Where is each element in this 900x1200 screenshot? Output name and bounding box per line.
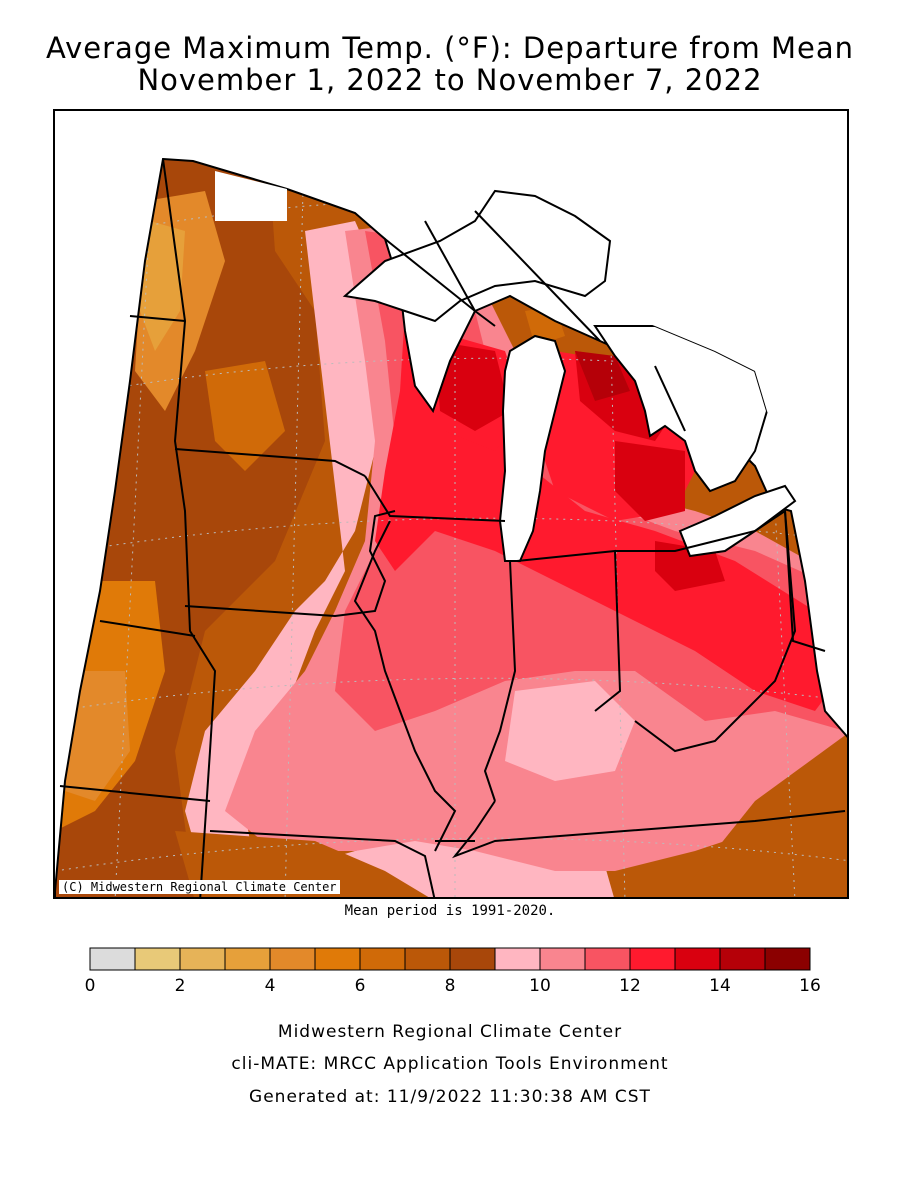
legend-tick-label: 6: [354, 976, 366, 996]
mean-period-note: Mean period is 1991-2020.: [344, 903, 556, 919]
legend-tick-label: 2: [174, 976, 186, 996]
legend-tick-label: 4: [264, 976, 276, 996]
state-boundaries: [59, 158, 846, 897]
legend-tick-label: 16: [799, 976, 821, 996]
lake-superior: [342, 189, 612, 323]
legend-swatch: [449, 947, 496, 971]
legend-swatch: [179, 947, 226, 971]
legend-tick-label: 14: [709, 976, 731, 996]
legend-tick-label: 12: [619, 976, 641, 996]
footer-tool: cli-MATE: MRCC Application Tools Environ…: [231, 1054, 669, 1074]
color-legend: [89, 947, 811, 971]
lake-erie: [678, 484, 797, 558]
legend-swatch: [314, 947, 361, 971]
map-title-line2: November 1, 2022 to November 7, 2022: [137, 63, 763, 97]
legend-swatch: [764, 947, 811, 971]
legend-swatch: [359, 947, 406, 971]
legend-swatch: [134, 947, 181, 971]
map-credit: (C) Midwestern Regional Climate Center: [59, 880, 340, 894]
footer-org: Midwestern Regional Climate Center: [277, 1022, 623, 1042]
legend-swatch: [539, 947, 586, 971]
legend-swatch: [89, 947, 136, 971]
footer-generated: Generated at: 11/9/2022 11:30:38 AM CST: [249, 1087, 651, 1107]
map-title-line1: Average Maximum Temp. (°F): Departure fr…: [45, 31, 855, 65]
legend-tick-label: 10: [529, 976, 551, 996]
legend-swatch: [719, 947, 766, 971]
legend-tick-label: 0: [84, 976, 96, 996]
legend-swatch: [224, 947, 271, 971]
legend-swatch: [584, 947, 631, 971]
map-panel: (C) Midwestern Regional Climate Center: [53, 109, 849, 899]
lake-michigan: [498, 334, 567, 562]
canada-area: [215, 171, 287, 221]
legend-swatch: [404, 947, 451, 971]
temperature-departure-map: [55, 111, 847, 897]
legend-swatch: [629, 947, 676, 971]
ontario-area: [615, 241, 775, 411]
legend-swatch: [674, 947, 721, 971]
legend-swatch: [494, 947, 541, 971]
legend-tick-label: 8: [444, 976, 456, 996]
legend-swatch: [269, 947, 316, 971]
